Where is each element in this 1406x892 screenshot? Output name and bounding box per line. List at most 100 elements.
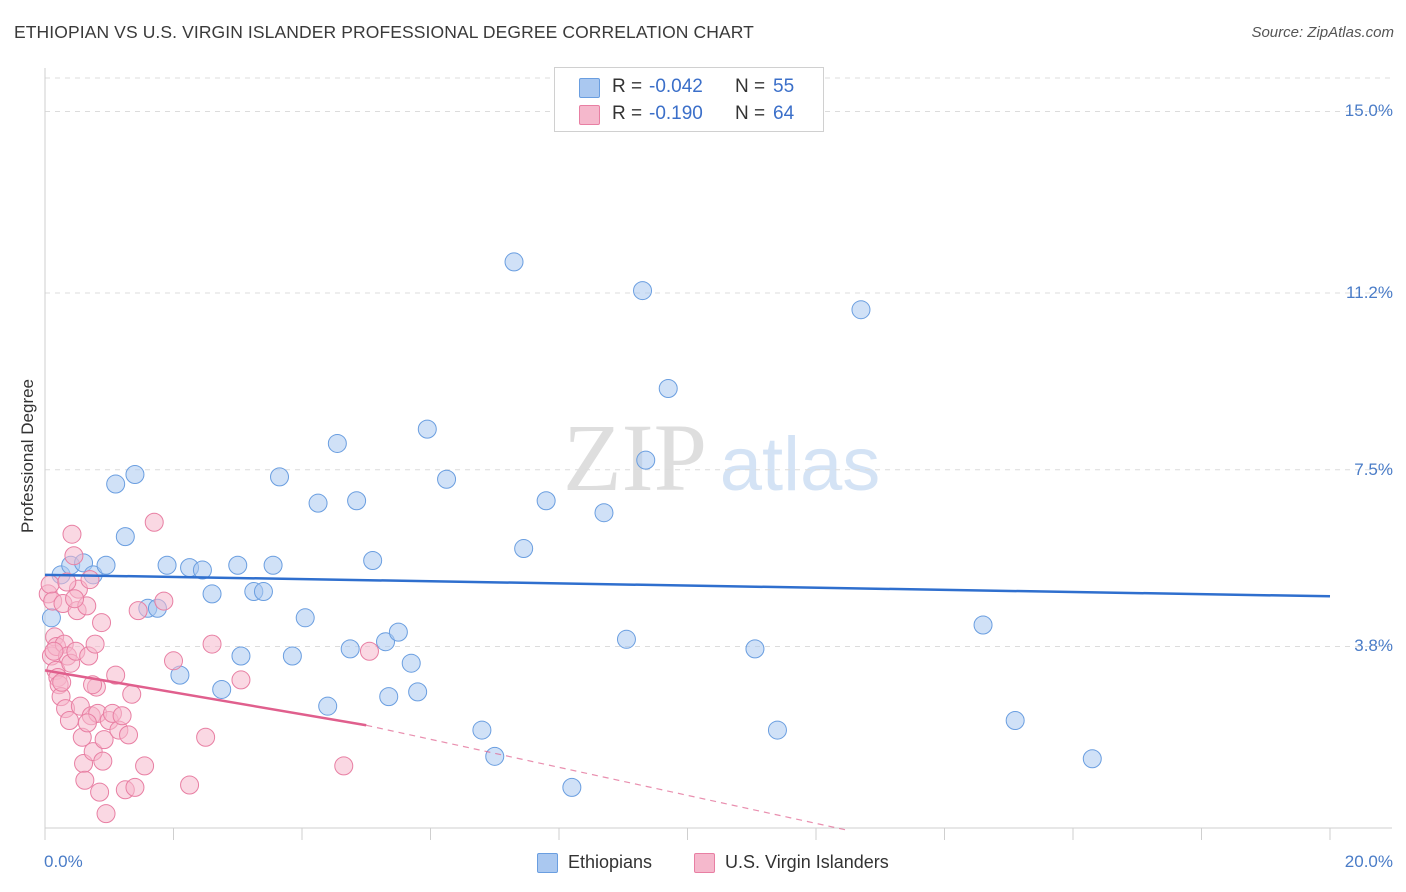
stats-row-ethiopians: R = -0.042 N = 55	[555, 76, 823, 102]
virgin-islander-point	[77, 713, 97, 733]
virgin-islander-point	[92, 613, 112, 633]
ethiopian-point	[562, 777, 582, 797]
ethiopian-point	[115, 527, 135, 547]
virgin-islander-point	[164, 651, 183, 671]
ethiopian-point	[125, 464, 145, 484]
ethiopian-point	[212, 679, 232, 699]
ethiopian-point	[231, 646, 251, 666]
ethiopian-point	[388, 622, 408, 642]
y-tick-label: 15.0%	[1344, 101, 1393, 121]
ethiopian-point	[485, 746, 505, 766]
ethiopian-point	[536, 491, 556, 511]
n-label: N =	[735, 103, 766, 124]
ethiopian-point	[308, 493, 328, 513]
virgin-islander-point	[144, 512, 164, 532]
ethiopian-point	[96, 555, 116, 575]
n-value: 64	[773, 103, 795, 124]
virgin-islander-point	[57, 572, 77, 592]
r-value: -0.190	[649, 103, 703, 124]
stats-row-virgin-islanders: R = -0.190 N = 64	[555, 103, 823, 129]
virgin-islander-point	[196, 727, 216, 747]
virgin-islander-point	[106, 665, 126, 685]
ethiopian-point	[745, 639, 765, 659]
ethiopian-point	[192, 560, 212, 580]
r-label: R =	[612, 76, 643, 97]
ethiopian-point	[228, 555, 248, 575]
n-label: N =	[735, 76, 766, 97]
ethiopian-point	[594, 503, 614, 523]
ethiopian-point	[504, 252, 524, 272]
virgin-islander-point	[85, 634, 105, 654]
ethiopian-point	[157, 555, 177, 575]
virgin-islander-point	[231, 670, 251, 690]
ethiopian-point	[973, 615, 993, 635]
ethiopian-point	[851, 300, 871, 320]
ethiopian-point	[340, 639, 360, 659]
y-tick-label: 7.5%	[1354, 459, 1393, 479]
stats-box: R = -0.042 N = 55 R = -0.190 N = 64	[554, 67, 824, 132]
source-label: Source: ZipAtlas.com	[1251, 24, 1394, 41]
ethiopian-trend-line	[44, 573, 1331, 598]
ethiopian-point	[379, 687, 399, 707]
virgin-islander-trend-line	[44, 669, 367, 727]
virgin-islander-point	[75, 770, 95, 790]
virgin-islander-trend-extension	[366, 724, 849, 831]
virgin-islander-point	[64, 546, 84, 566]
ethiopian-point	[318, 696, 338, 716]
ethiopian-point	[41, 608, 61, 628]
virgin-islander-point	[359, 641, 379, 661]
ethiopian-point	[106, 474, 126, 494]
virgin-islander-point	[125, 777, 145, 797]
virgin-islander-point	[334, 756, 354, 776]
ethiopian-point	[401, 653, 421, 673]
ethiopian-point	[376, 632, 396, 652]
stats-swatch-virgin-islanders	[579, 105, 600, 125]
ethiopian-point	[282, 646, 302, 666]
r-label: R =	[612, 103, 643, 124]
virgin-islander-point	[80, 570, 100, 590]
virgin-islander-point	[180, 775, 200, 795]
y-tick-label: 3.8%	[1354, 636, 1393, 656]
virgin-islander-point	[44, 641, 64, 661]
ethiopian-point	[1005, 711, 1025, 731]
legend-swatch-ethiopians	[537, 853, 558, 873]
virgin-islander-point	[202, 634, 222, 654]
ethiopian-point	[347, 491, 367, 511]
watermark-atlas: atlas	[720, 422, 881, 507]
ethiopian-point	[263, 555, 283, 575]
x-tick-min: 0.0%	[44, 852, 83, 871]
legend-label: Ethiopians	[568, 852, 653, 872]
virgin-islander-point	[128, 601, 148, 621]
legend-swatch-virgin-islanders	[694, 853, 715, 873]
stats-swatch-ethiopians	[579, 78, 600, 98]
ethiopian-point	[437, 469, 457, 489]
x-tick-max: 20.0%	[1344, 852, 1393, 871]
r-value: -0.042	[649, 76, 703, 97]
ethiopian-point	[295, 608, 315, 628]
virgin-islander-point	[90, 782, 110, 802]
ethiopian-point	[633, 281, 653, 301]
virgin-islander-point	[94, 730, 114, 750]
chart-title: ETHIOPIAN VS U.S. VIRGIN ISLANDER PROFES…	[14, 22, 754, 42]
legend-label: U.S. Virgin Islanders	[725, 852, 889, 872]
ethiopian-point	[408, 682, 428, 702]
virgin-islander-point	[122, 684, 142, 704]
virgin-islander-point	[135, 756, 155, 776]
virgin-islander-point	[119, 725, 139, 745]
ethiopian-point	[636, 450, 656, 470]
ethiopian-point	[327, 433, 347, 453]
ethiopian-point	[202, 584, 222, 604]
ethiopian-point	[658, 379, 678, 399]
ethiopian-point	[616, 629, 636, 649]
ethiopian-point	[514, 539, 534, 559]
ethiopian-point	[767, 720, 787, 740]
ethiopian-point	[270, 467, 290, 487]
virgin-islander-point	[40, 574, 60, 594]
virgin-islander-point	[154, 591, 174, 611]
n-value: 55	[773, 76, 795, 97]
virgin-islander-point	[96, 804, 116, 824]
virgin-islander-point	[112, 706, 132, 726]
ethiopian-point	[1082, 749, 1102, 769]
virgin-islander-point	[93, 751, 113, 771]
